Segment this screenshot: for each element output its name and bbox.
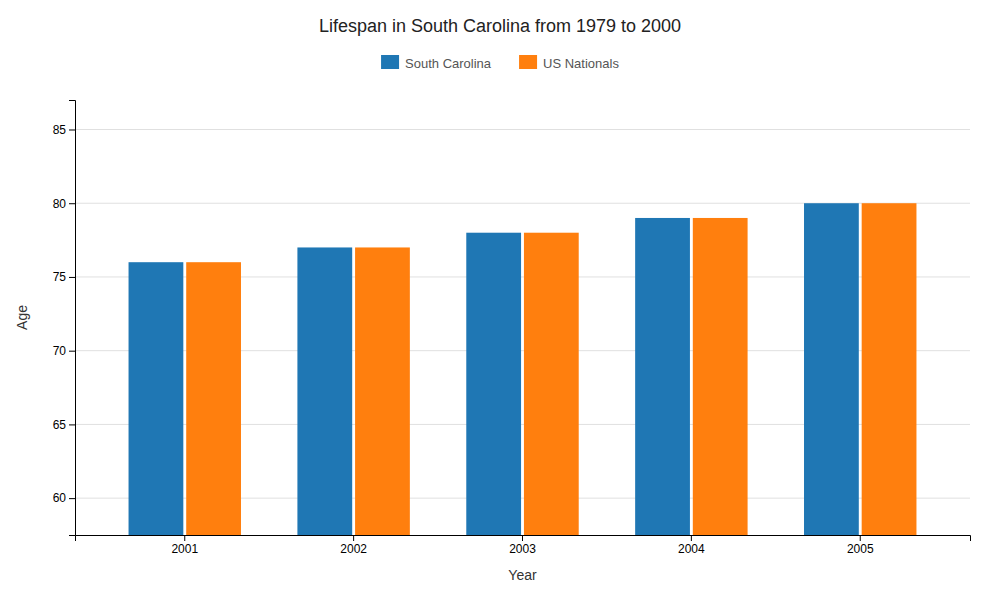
bar-series	[186, 203, 916, 535]
tick: 65	[53, 418, 75, 432]
x-axis-title: Year	[508, 567, 537, 583]
tick-label: 2003	[509, 542, 536, 556]
tick-mark	[184, 535, 185, 541]
tick-mark	[860, 535, 861, 541]
legend-item: US Nationals	[519, 55, 619, 71]
tick-mark	[691, 535, 692, 541]
tick: 85	[53, 123, 75, 137]
bar	[129, 262, 184, 535]
bar	[524, 233, 579, 535]
bar	[297, 247, 352, 535]
bar	[635, 218, 690, 535]
bar	[862, 203, 917, 535]
tick-label: 2004	[678, 542, 705, 556]
tick-label: 2005	[847, 542, 874, 556]
bar-series	[129, 203, 859, 535]
legend-swatch	[381, 55, 399, 69]
axis-line	[76, 536, 971, 542]
y-axis-title: Age	[14, 305, 30, 330]
tick: 80	[53, 197, 75, 211]
tick: 2003	[509, 535, 536, 556]
bar	[466, 233, 521, 535]
x-axis: 2001 2002 2003 2004 2005	[76, 535, 971, 556]
bar	[355, 247, 410, 535]
tick-label: 80	[53, 197, 67, 211]
tick-label: 65	[53, 418, 67, 432]
y-axis: 60 65 70 75 80 85	[53, 101, 76, 536]
tick-label: 85	[53, 123, 67, 137]
legend: South Carolina US Nationals	[381, 55, 619, 71]
tick: 2004	[678, 535, 705, 556]
tick-mark	[353, 535, 354, 541]
tick-label: 2001	[171, 542, 198, 556]
bars	[129, 203, 917, 535]
title: Lifespan in South Carolina from 1979 to …	[319, 16, 681, 36]
tick-mark	[69, 277, 75, 278]
tick-mark	[69, 129, 75, 130]
legend-label: US Nationals	[543, 56, 619, 71]
chart: 2001 2002 2003 2004 2005 60 65 70 75 80 85 Year Age L…	[0, 0, 1000, 600]
tick: 2002	[340, 535, 367, 556]
tick-mark	[69, 498, 75, 499]
bar	[804, 203, 859, 535]
grid-line	[75, 129, 970, 130]
tick: 60	[53, 491, 75, 505]
tick-label: 70	[53, 344, 67, 358]
bar	[693, 218, 748, 535]
tick: 2005	[847, 535, 874, 556]
tick: 75	[53, 270, 75, 284]
axis-line	[69, 101, 76, 536]
plot: 2001 2002 2003 2004 2005 60 65 70 75 80 85 Year Age	[14, 101, 971, 584]
tick-mark	[69, 203, 75, 204]
tick: 2001	[171, 535, 198, 556]
tick-mark	[522, 535, 523, 541]
legend-label: South Carolina	[405, 56, 492, 71]
tick: 70	[53, 344, 75, 358]
tick-mark	[69, 351, 75, 352]
legend-item: South Carolina	[381, 55, 492, 71]
tick-label: 75	[53, 270, 67, 284]
tick-mark	[69, 424, 75, 425]
bar	[186, 262, 241, 535]
tick-label: 60	[53, 491, 67, 505]
legend-swatch	[519, 55, 537, 69]
tick-label: 2002	[340, 542, 367, 556]
